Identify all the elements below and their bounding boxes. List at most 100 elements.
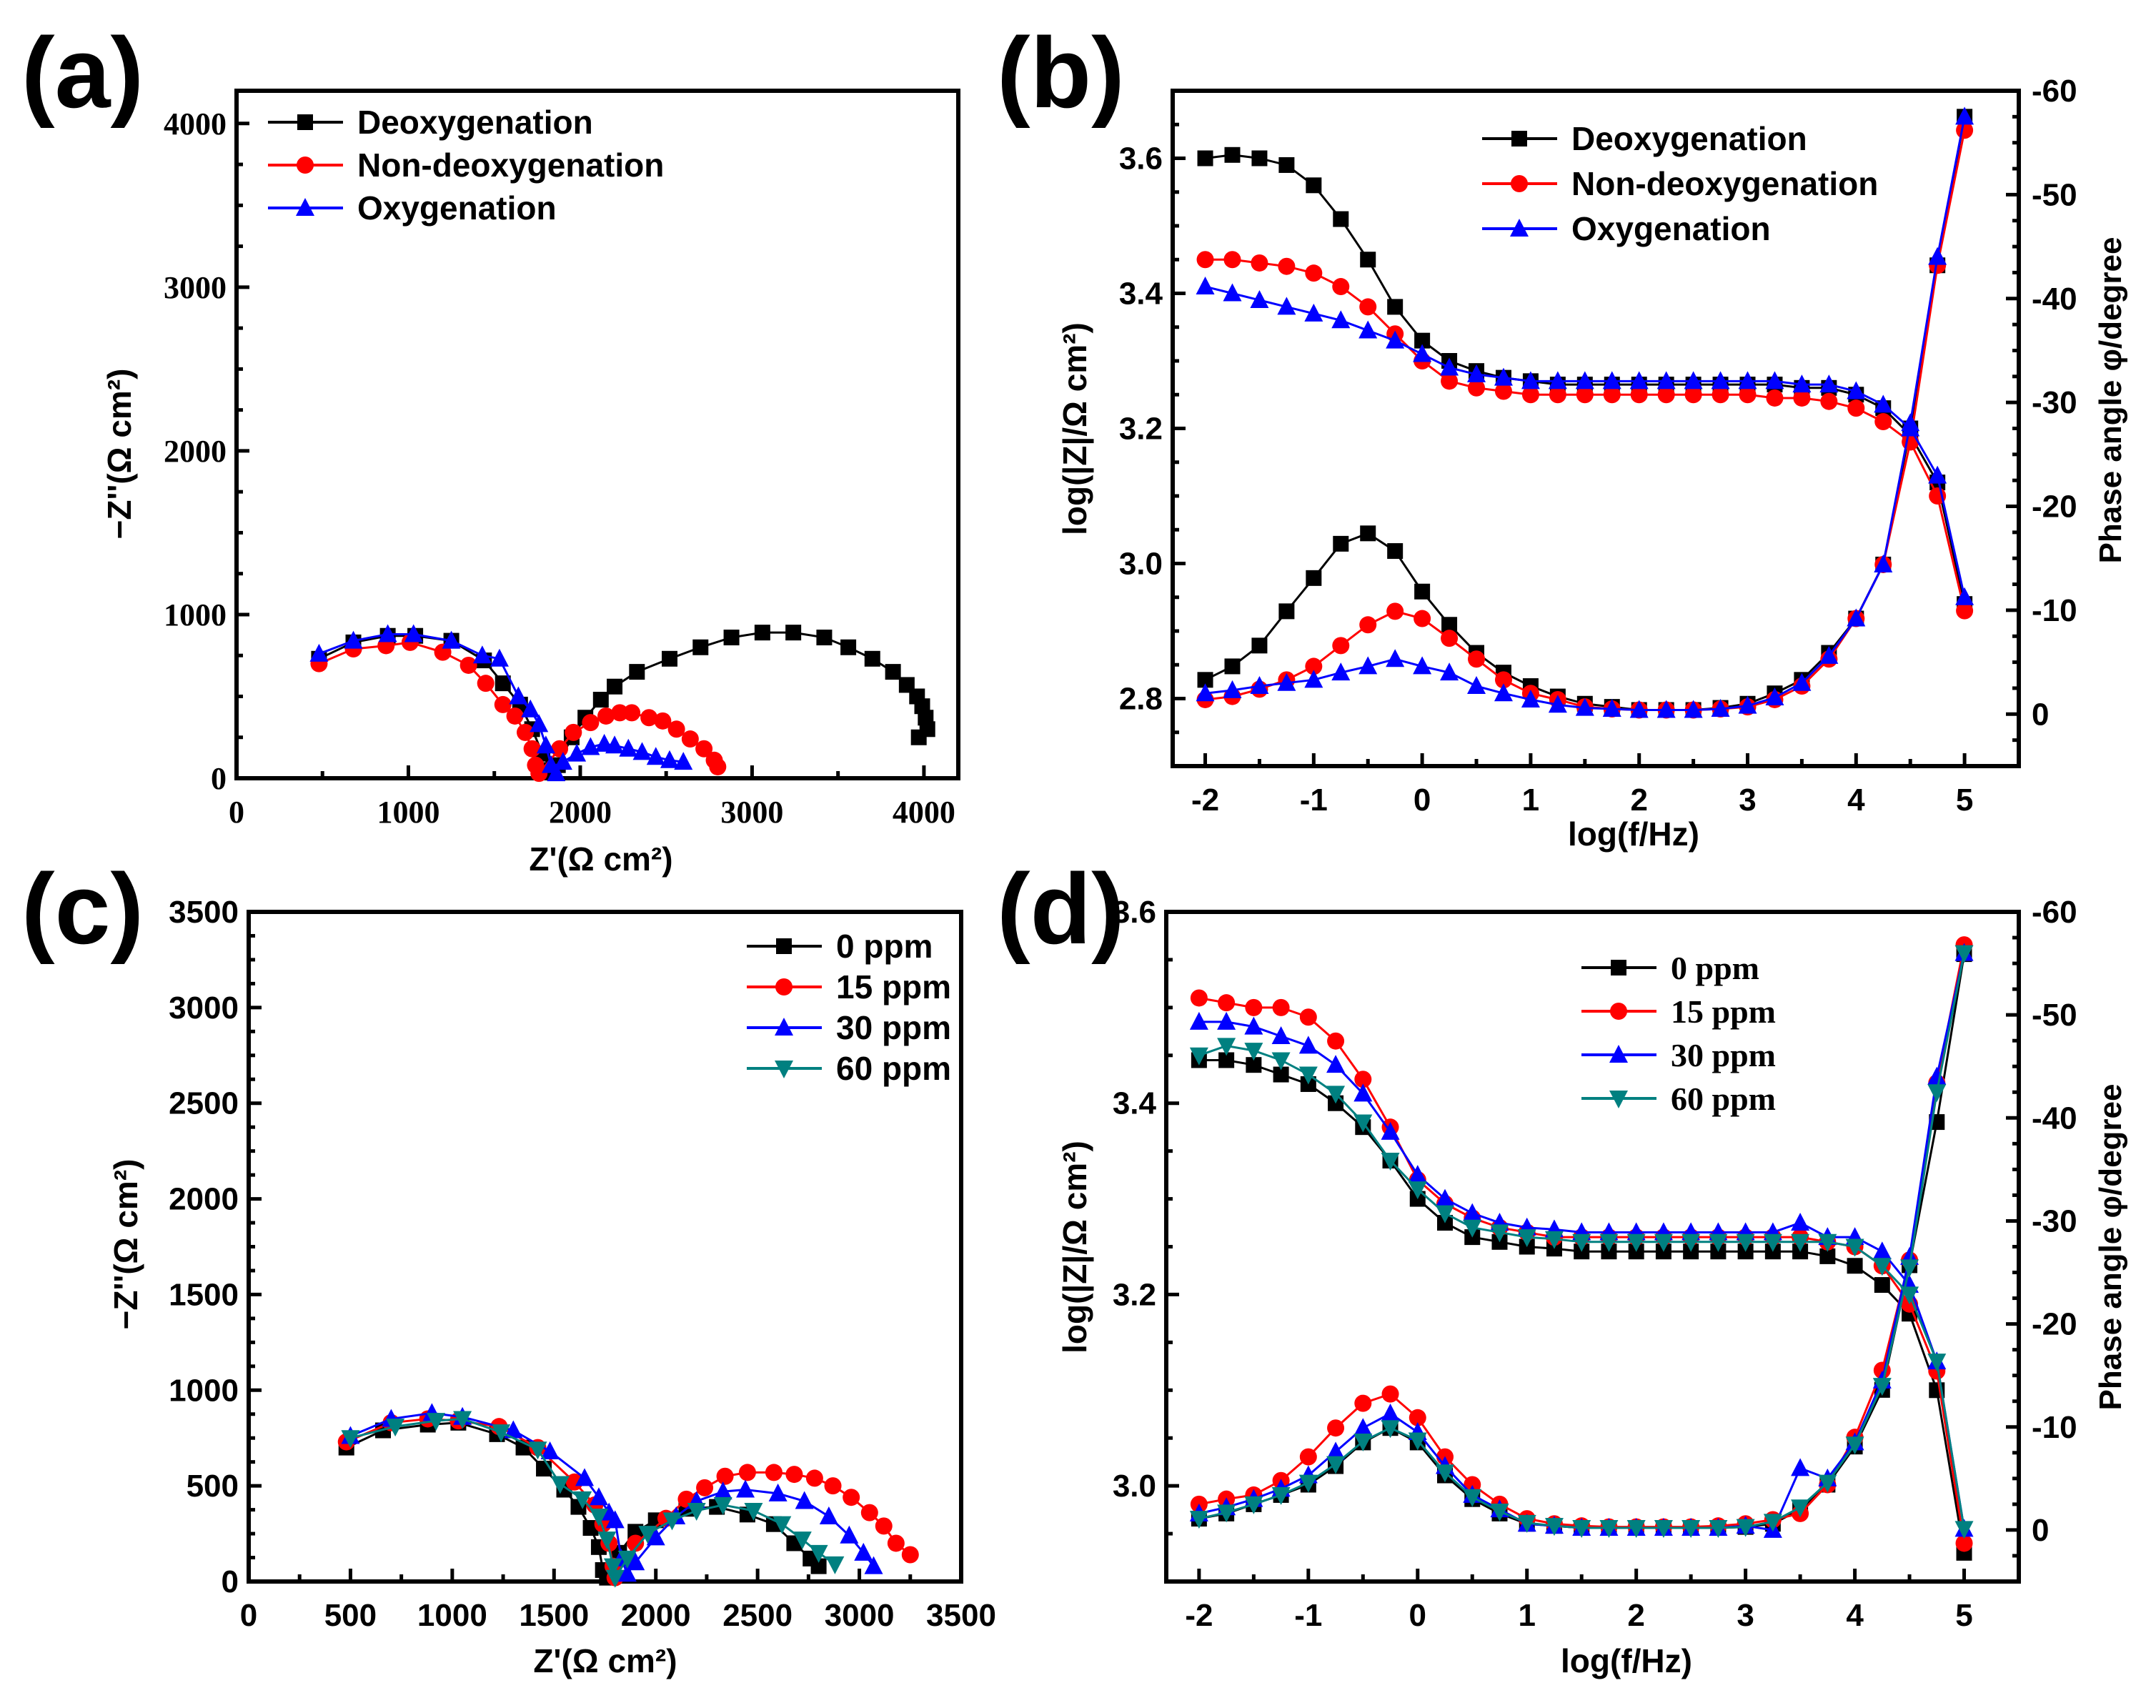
y2-axis-label: Phase angle φ/degree [2093,237,2128,564]
x-tick-label: 1 [1522,783,1539,818]
phase-point [1517,1514,1536,1533]
phase-point [1441,630,1459,647]
nyquist-point [404,624,423,642]
impedance-point [1327,1032,1345,1050]
impedance-point [1413,344,1432,362]
impedance-point [1278,157,1295,173]
panel-label: (b) [997,16,1125,129]
y-tick-label: 3.6 [1113,895,1156,930]
phase-point [1359,616,1377,634]
legend-marker [776,938,792,954]
phase-point [1333,535,1349,552]
x-tick-label: 1000 [417,1598,487,1633]
nyquist-point [687,1502,706,1521]
nyquist-point [695,740,713,758]
impedance-point [1306,177,1322,194]
nyquist-point [506,707,524,725]
impedance-point [1271,1052,1291,1071]
nyquist-point [768,1483,788,1501]
impedance-point [1272,998,1290,1016]
nyquist-point [638,1526,657,1544]
nyquist-point [864,1556,883,1574]
nyquist-point [530,714,549,733]
x-tick-label: 0 [229,795,244,830]
x-tick-label: 2 [1630,783,1647,818]
nyquist-point [646,747,665,765]
nyquist-point [477,675,495,692]
nyquist-point [640,709,658,727]
nyquist-point [492,1424,511,1443]
legend-label: Non-deoxygenation [1571,165,1878,202]
phase-point [1244,1496,1263,1514]
impedance-point [1436,1188,1455,1207]
y-axis-label: log(|Z|/Ω cm²) [1056,1141,1093,1354]
phase-point [1326,1441,1346,1460]
y2-tick-label: 0 [2032,1513,2049,1548]
y-tick-label: 3000 [169,990,239,1026]
impedance-point [1271,1026,1291,1045]
phase-point [1629,700,1649,718]
impedance-point [1494,367,1513,386]
nyquist-point [565,1473,583,1491]
y-tick-label: 2.8 [1119,682,1163,717]
x-tick-label: 1 [1518,1598,1535,1633]
nyquist-point [509,686,528,705]
impedance-point [1490,1224,1509,1243]
phase-point [1408,1432,1427,1451]
phase-point [1354,1394,1372,1412]
nyquist-point [713,1496,732,1515]
y-tick-label: 1000 [169,1373,239,1408]
x-tick-label: -2 [1185,1598,1213,1633]
x-axis-label: log(f/Hz) [1561,1642,1692,1679]
x-tick-label: 0 [1414,783,1431,818]
impedance-point [1874,394,1893,413]
impedance-point [1548,371,1567,389]
legend-marker [775,978,793,995]
nyquist-point [536,735,555,754]
impedance-point [1654,1233,1673,1252]
nyquist-point [386,1419,405,1437]
y-tick-label: 1000 [164,597,227,632]
nyquist-point [427,1413,446,1431]
phase-point [1223,680,1242,698]
x-tick-label: 3 [1739,783,1756,818]
y2-tick-label: -10 [2032,1410,2077,1445]
impedance-point [1196,277,1215,295]
y2-tick-label: -50 [2032,177,2077,212]
impedance-point [1572,1233,1591,1252]
nyquist-point [528,1441,547,1460]
impedance-point [1326,1055,1346,1073]
x-tick-label: 1500 [519,1598,589,1633]
phase-point [1353,1418,1373,1436]
legend-marker [297,114,313,130]
impedance-point [1738,371,1757,389]
phase-point [1711,699,1730,718]
impedance-point [1360,252,1376,268]
x-tick-label: 2000 [549,795,612,830]
nyquist-point [617,1564,637,1582]
nyquist-point [875,1517,893,1535]
nyquist-point [523,740,541,758]
nyquist-point [805,1469,823,1487]
nyquist-point [597,1531,617,1550]
impedance-point [1278,257,1296,275]
nyquist-point [575,1468,595,1486]
series-60-ppm [341,1411,845,1588]
y2-tick-label: -60 [2032,895,2077,930]
panel-a: (a) 0 1000 2000 3000 4000 0 1000 2000 3000 4000 Z'(… [21,16,960,878]
nyquist-point [617,1550,637,1569]
phase-point [1656,700,1676,718]
phase-point [1818,1474,1837,1493]
phase-point [1955,106,1974,125]
impedance-point [1955,1534,1973,1552]
nyquist-point [646,1527,665,1546]
impedance-point [1599,1233,1619,1252]
legend-label: Oxygenation [357,189,557,227]
impedance-point [1494,382,1512,400]
impedance-point [1521,386,1539,404]
impedance-point [1711,371,1730,389]
impedance-point [1629,371,1649,389]
impedance-point [1332,278,1350,296]
x-axis-label: Z'(Ω cm²) [533,1642,677,1679]
phase-point [1599,1520,1619,1539]
